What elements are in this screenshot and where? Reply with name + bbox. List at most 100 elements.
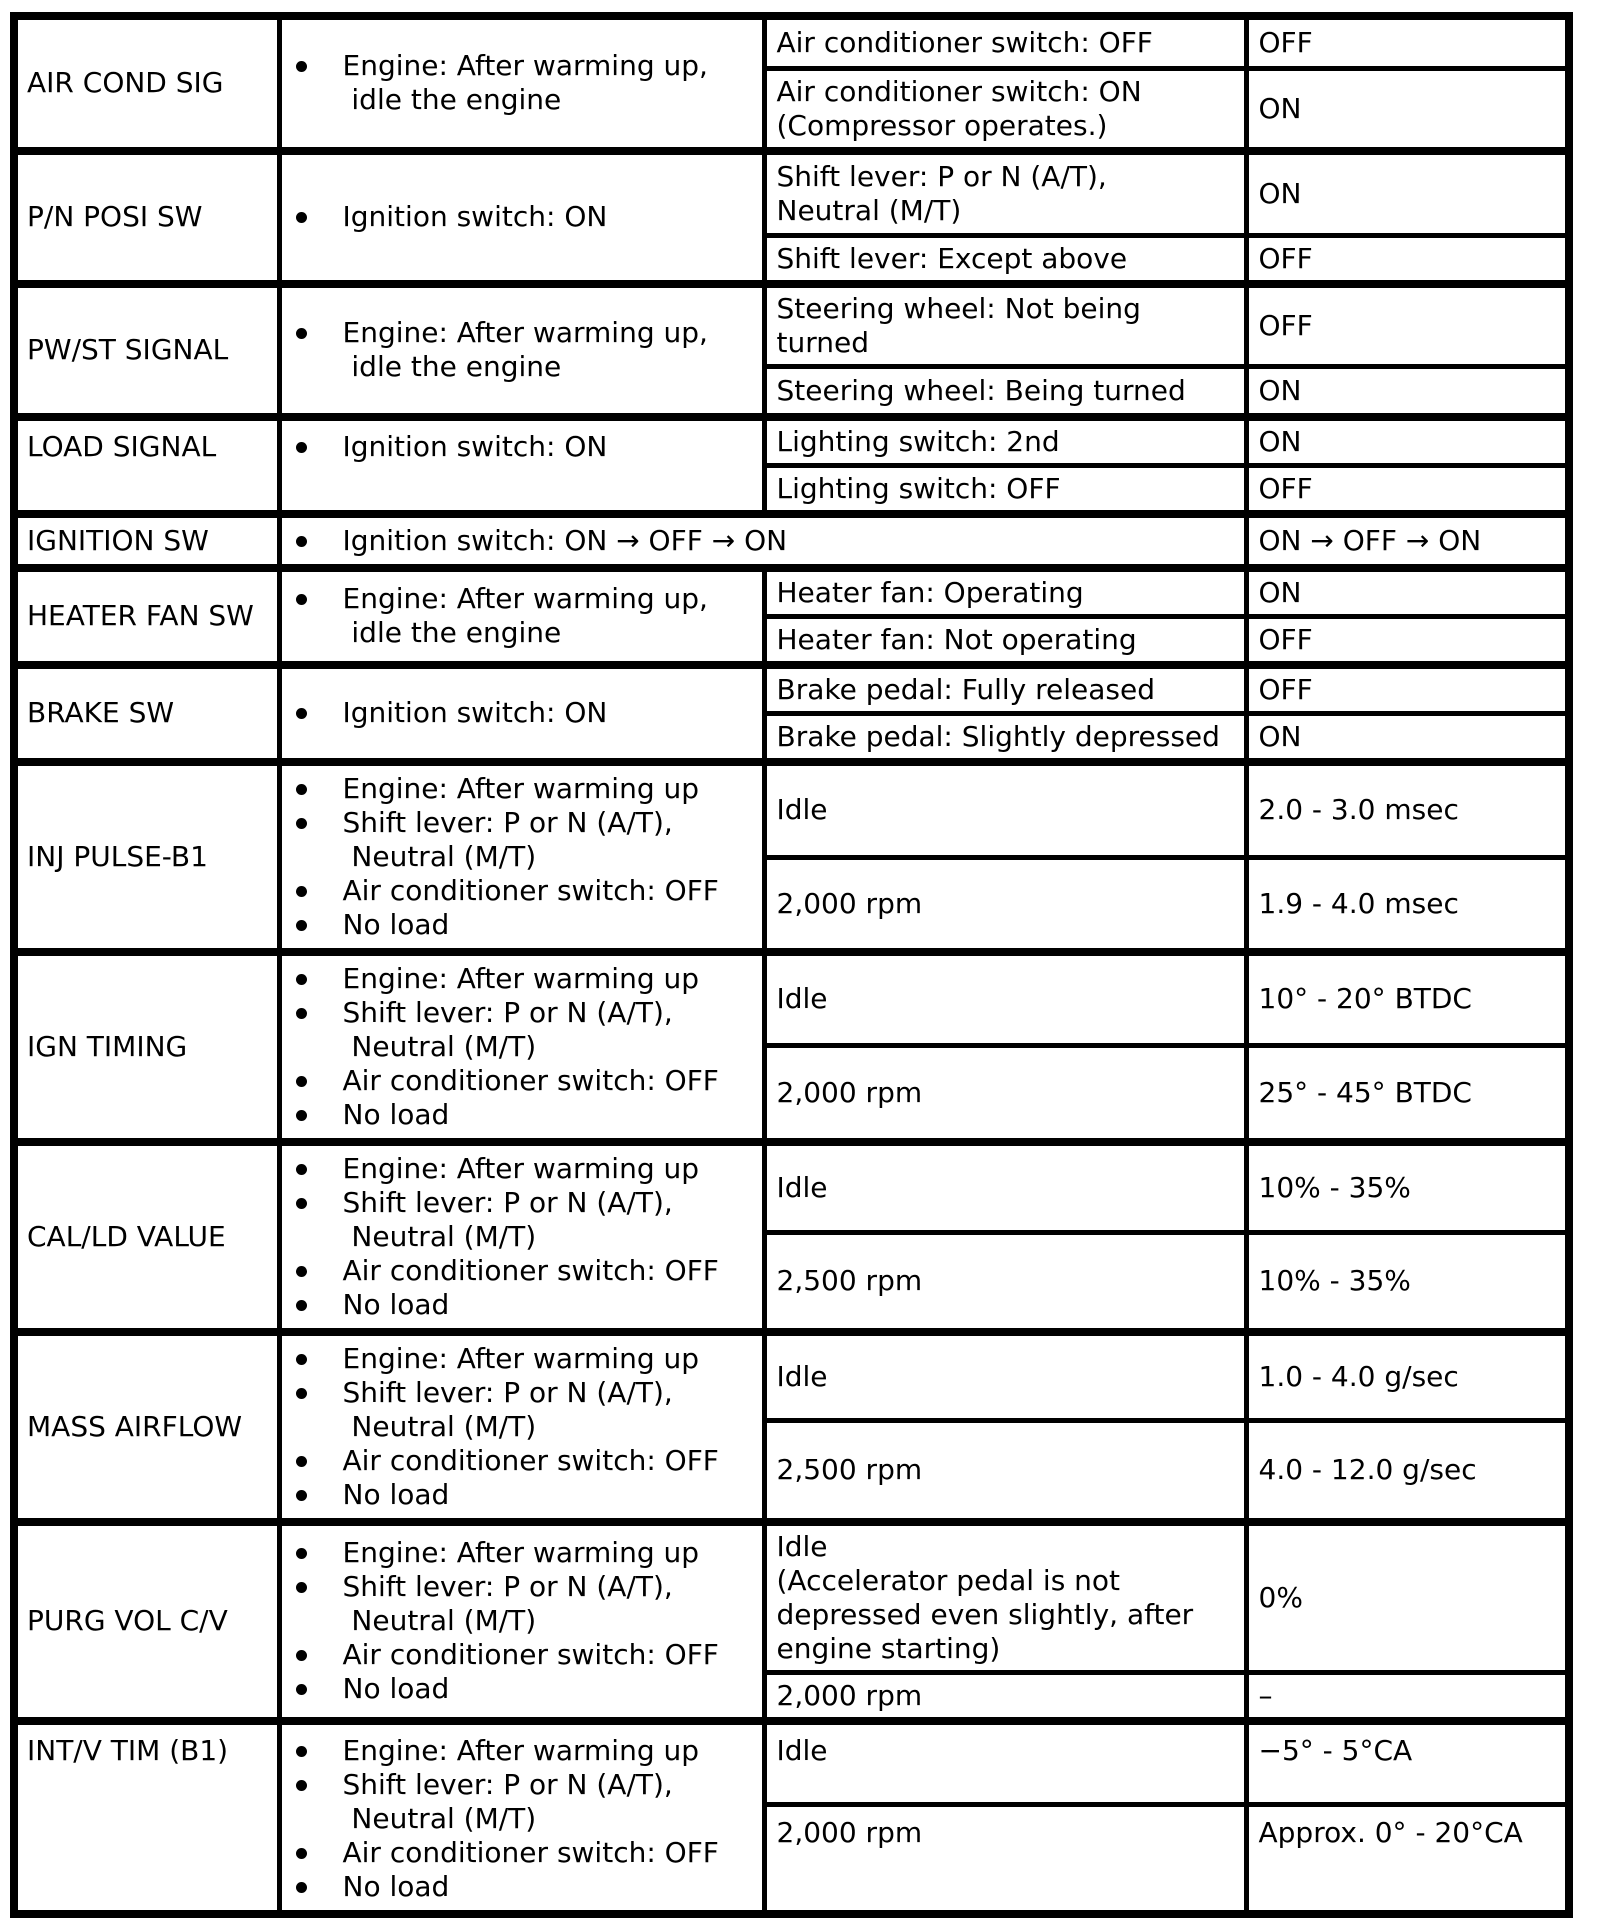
bullet-text: Shift lever: P or N (A/T), Neutral (M/T) — [342, 1375, 673, 1443]
bullet-text: Air conditioner switch: OFF — [342, 873, 719, 907]
bullet-text: Ignition switch: ON — [342, 200, 608, 234]
bullet-text: Engine: After warming up, idle the engin… — [342, 582, 708, 649]
bullet-text: Ignition switch: ON — [342, 429, 608, 463]
condition-bullet: Ignition switch: ON — [284, 200, 759, 234]
subcondition-cell: Air conditioner switch: ON (Compressor o… — [761, 65, 1249, 153]
table-row: Brake pedal: Slightly depressed ON — [14, 710, 1572, 764]
bullet-icon — [295, 441, 307, 453]
bullet-text: No load — [342, 907, 450, 941]
bullet-icon — [295, 535, 307, 547]
value-cell: OFF — [1243, 280, 1572, 369]
condition-bullet: Shift lever: P or N (A/T), Neutral (M/T) — [284, 1570, 759, 1638]
bullet-text: Shift lever: P or N (A/T), Neutral (M/T) — [342, 995, 673, 1063]
condition-bullet: Shift lever: P or N (A/T), Neutral (M/T) — [284, 1375, 759, 1444]
bullet-text: Engine: After warming up — [342, 1151, 700, 1185]
subcondition-cell: Idle — [761, 757, 1249, 861]
bullet-icon — [295, 1746, 307, 1757]
condition-cell: Engine: After warming up Shift lever: P … — [276, 1137, 767, 1334]
bullet-icon — [295, 817, 307, 829]
value-cell: 10% - 35% — [1243, 1229, 1572, 1335]
bullet-text: Shift lever: P or N (A/T), Neutral (M/T) — [342, 1768, 673, 1835]
value-cell: OFF — [1243, 613, 1572, 667]
bullet-text: Air conditioner switch: OFF — [342, 1443, 719, 1477]
bullet-text: Engine: After warming up, idle the engin… — [342, 49, 708, 117]
bullet-icon — [295, 1299, 307, 1311]
subcondition-cell: Heater fan: Not operating — [761, 613, 1249, 667]
condition-bullet: Air conditioner switch: OFF — [284, 1836, 759, 1870]
condition-bullet: Engine: After warming up — [284, 1342, 759, 1376]
subcondition-cell: Shift lever: P or N (A/T), Neutral (M/T) — [761, 146, 1249, 238]
condition-cell: Engine: After warming up, idle the engin… — [276, 280, 767, 419]
value-cell: ON — [1243, 364, 1572, 419]
subcondition-cell: Steering wheel: Not being turned — [761, 280, 1249, 369]
condition-cell: Engine: After warming up, idle the engin… — [276, 563, 767, 667]
bullet-text: No load — [342, 1477, 450, 1511]
table-row: Lighting switch: OFF OFF — [14, 462, 1572, 516]
value-cell: Approx. 0° - 20°CA — [1243, 1801, 1572, 1917]
table-row: Heater fan: Not operating OFF — [14, 613, 1572, 667]
condition-cell: Engine: After warming up Shift lever: P … — [276, 947, 767, 1144]
table-row: 2,500 rpm 4.0 - 12.0 g/sec — [14, 1418, 1572, 1524]
bullet-icon — [295, 1387, 307, 1399]
value-cell: ON — [1243, 65, 1572, 153]
table-row: 2,000 rpm – — [14, 1669, 1572, 1724]
value-cell: 1.9 - 4.0 msec — [1243, 855, 1572, 954]
condition-bullet: Engine: After warming up — [284, 961, 759, 996]
subcondition-cell: Heater fan: Operating — [761, 563, 1249, 619]
value-cell: ON — [1243, 710, 1572, 764]
bullet-text: Engine: After warming up — [342, 961, 700, 995]
condition-bullet: No load — [284, 1098, 759, 1132]
condition-bullet: Shift lever: P or N (A/T), Neutral (M/T) — [284, 1186, 759, 1254]
bullet-icon — [295, 1489, 307, 1501]
condition-bullet: No load — [284, 1870, 759, 1904]
bullet-icon — [295, 1455, 307, 1467]
subcondition-cell: Brake pedal: Slightly depressed — [761, 710, 1249, 764]
value-cell: ON — [1243, 412, 1572, 468]
condition-cell: Engine: After warming up Shift lever: P … — [276, 1717, 767, 1917]
condition-bullet: Air conditioner switch: OFF — [284, 873, 759, 908]
subcondition-cell: Idle — [761, 1716, 1249, 1807]
bullet-icon — [295, 1650, 307, 1662]
monitor-item-cell: INJ PULSE-B1 — [11, 757, 282, 954]
condition-cell: Engine: After warming up Shift lever: P … — [276, 757, 767, 954]
bullet-icon — [295, 783, 307, 795]
condition-bullet: Engine: After warming up — [284, 772, 759, 806]
bullet-text: Air conditioner switch: OFF — [342, 1253, 719, 1287]
monitor-item-cell: MASS AIRFLOW — [11, 1327, 282, 1524]
value-cell: 10° - 20° BTDC — [1243, 947, 1572, 1048]
monitor-item-cell: IGNITION SW — [11, 509, 282, 570]
subcondition-cell: 2,500 rpm — [761, 1418, 1249, 1524]
bullet-icon — [295, 919, 307, 931]
bullet-icon — [295, 61, 307, 73]
condition-bullet: Ignition switch: ON — [284, 696, 759, 730]
condition-bullet: No load — [284, 1287, 759, 1322]
subcondition-cell: Idle — [761, 947, 1249, 1048]
table-row: Steering wheel: Being turned ON — [14, 364, 1572, 419]
monitor-item-cell: HEATER FAN SW — [11, 563, 282, 667]
bullet-icon — [295, 594, 307, 605]
condition-cell: Ignition switch: ON → OFF → ON — [276, 509, 1249, 570]
bullet-icon — [295, 1684, 307, 1696]
table-row: CAL/LD VALUE Engine: After warming up Sh… — [11, 1137, 1572, 1334]
condition-bullet: Engine: After warming up — [284, 1151, 759, 1186]
condition-bullet: Air conditioner switch: OFF — [284, 1253, 759, 1288]
bullet-text: Shift lever: P or N (A/T), Neutral (M/T) — [342, 1570, 673, 1638]
monitor-item-cell: BRAKE SW — [11, 660, 282, 764]
subcondition-cell: 2,000 rpm — [761, 1801, 1249, 1917]
subcondition-cell: 2,000 rpm — [761, 1042, 1249, 1145]
table-row: Air conditioner switch: ON (Compressor o… — [14, 65, 1572, 153]
condition-cell: Ignition switch: ON — [276, 660, 767, 764]
value-cell: 2.0 - 3.0 msec — [1243, 757, 1572, 861]
bullet-text: No load — [342, 1287, 450, 1321]
monitor-item-cell: CAL/LD VALUE — [11, 1137, 282, 1334]
bullet-text: Air conditioner switch: OFF — [342, 1063, 719, 1097]
condition-bullet: Shift lever: P or N (A/T), Neutral (M/T) — [284, 806, 759, 874]
subcondition-cell: Idle (Accelerator pedal is not depressed… — [761, 1517, 1249, 1675]
value-cell: 0% — [1243, 1517, 1572, 1675]
table-row: 2,000 rpm 25° - 45° BTDC — [14, 1042, 1572, 1145]
condition-bullet: Engine: After warming up — [284, 1734, 759, 1768]
monitor-item-cell: IGN TIMING — [11, 947, 282, 1144]
subcondition-cell: Air conditioner switch: OFF — [761, 12, 1249, 71]
bullet-icon — [295, 885, 307, 897]
diagnostic-data-monitor-table: AIR COND SIG Engine: After warming up, i… — [10, 12, 1573, 1918]
